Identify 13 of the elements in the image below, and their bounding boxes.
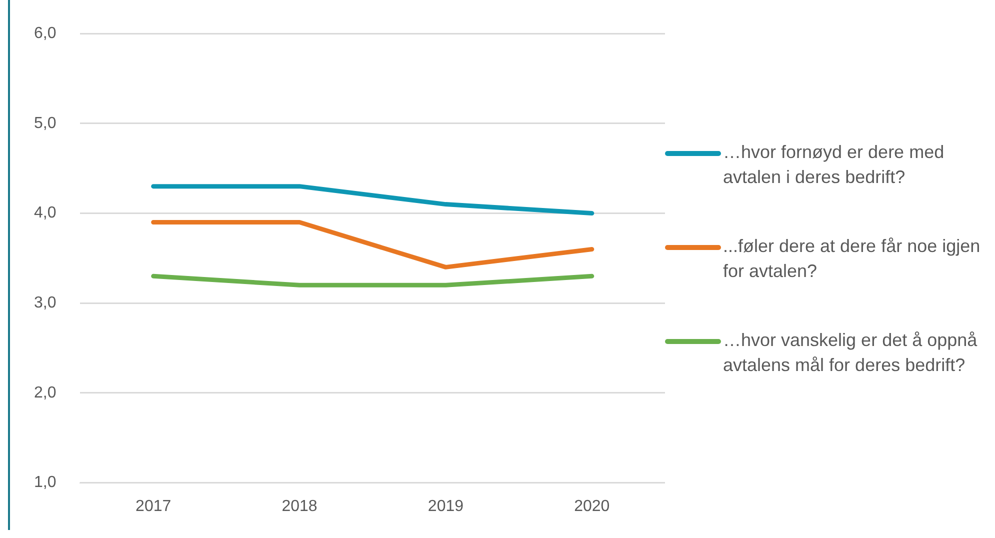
- y-tick-label: 6,0: [34, 25, 56, 42]
- x-tick-label: 2019: [428, 498, 464, 515]
- y-tick-label: 5,0: [34, 114, 56, 132]
- x-tick-label: 2020: [574, 498, 610, 515]
- y-tick-label: 1,0: [34, 474, 56, 492]
- legend-label: …hvor fornøyd er dere med avtalen i deres bedrift?: [723, 141, 946, 189]
- legend-label: ...føler dere at dere får noe igjen for avtalen?: [723, 235, 982, 283]
- x-tick-label: 2018: [282, 498, 318, 515]
- y-tick-label: 4,0: [34, 204, 56, 222]
- y-tick-label: 3,0: [34, 294, 56, 312]
- legend-label: …hvor vanskelig er det å oppnå avtalens mål for deres bedrift?: [723, 329, 978, 377]
- x-tick-label: 2017: [136, 498, 172, 515]
- y-tick-label: 2,0: [34, 384, 56, 402]
